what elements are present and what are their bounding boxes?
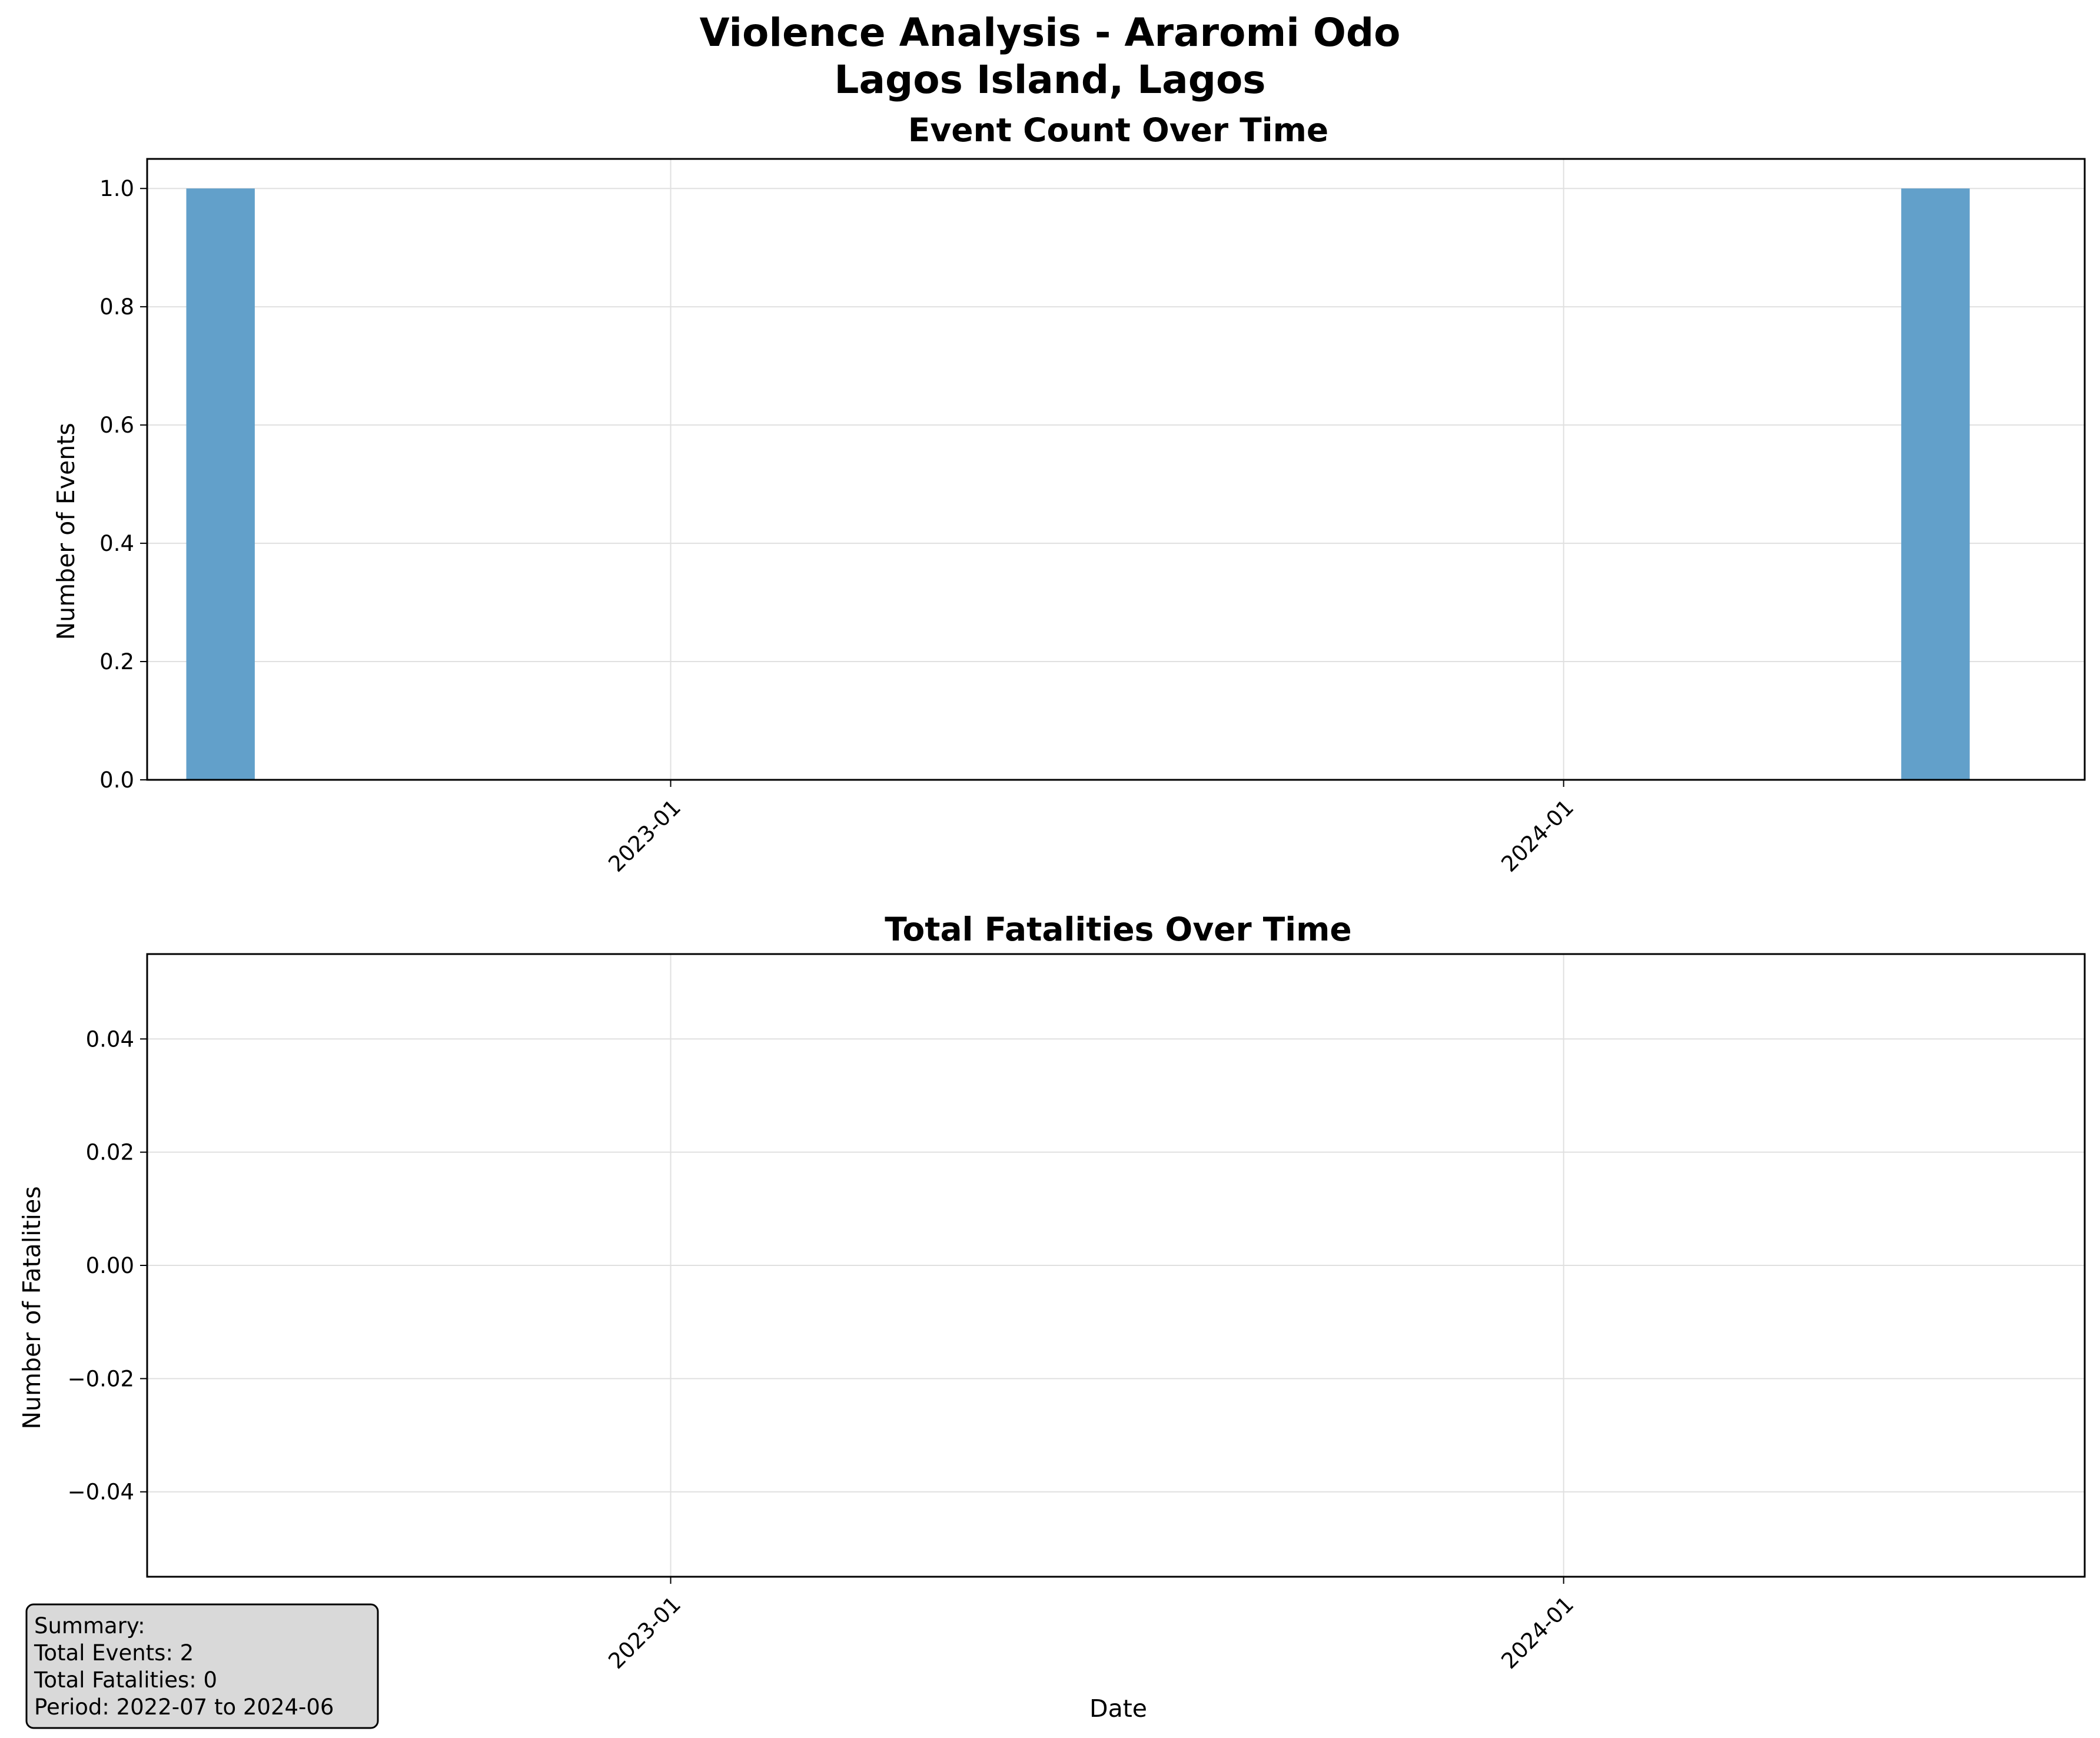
event-count-chart: Event Count Over Time Number of Events 0… bbox=[52, 111, 2086, 877]
fatalities-y-tick-label: 0.00 bbox=[86, 1253, 134, 1278]
event-count-y-tick-label: 0.0 bbox=[99, 767, 134, 793]
event-count-bar bbox=[1901, 188, 1970, 780]
event-count-x-tick-label: 2024-01 bbox=[1497, 795, 1579, 877]
fatalities-x-tick-label: 2024-01 bbox=[1497, 1591, 1579, 1674]
fatalities-chart-title: Total Fatalities Over Time bbox=[885, 910, 1351, 948]
summary-box-background bbox=[25, 1603, 379, 1729]
fatalities-y-tick-label: 0.04 bbox=[86, 1026, 134, 1052]
summary-total-events: Total Events: 2 bbox=[34, 1640, 194, 1666]
event-count-y-tick-label: 1.0 bbox=[99, 176, 134, 201]
fatalities-chart: Total Fatalities Over Time Number of Fat… bbox=[18, 910, 2086, 1723]
event-count-plot-frame bbox=[146, 158, 2086, 781]
event-count-x-tick-label: 2023-01 bbox=[603, 795, 686, 877]
fatalities-x-label: Date bbox=[1089, 1694, 1147, 1723]
event-count-y-tick-label: 0.8 bbox=[99, 294, 134, 320]
summary-period: Period: 2022-07 to 2024-06 bbox=[34, 1694, 334, 1720]
event-count-y-tick-label: 0.4 bbox=[99, 531, 134, 556]
figure-title-line2: Lagos Island, Lagos bbox=[834, 57, 1265, 102]
event-count-y-tick-label: 0.2 bbox=[99, 649, 134, 674]
event-count-bar bbox=[186, 188, 255, 780]
fatalities-y-tick-label: 0.02 bbox=[86, 1140, 134, 1165]
summary-total-fatalities: Total Fatalities: 0 bbox=[34, 1667, 217, 1693]
event-count-y-label: Number of Events bbox=[52, 423, 80, 640]
fatalities-y-tick-label: −0.02 bbox=[68, 1366, 134, 1391]
summary-box: Summary: Total Events: 2 Total Fatalitie… bbox=[25, 1603, 379, 1729]
fatalities-plot-frame bbox=[146, 953, 2086, 1578]
figure-title-line1: Violence Analysis - Araromi Odo bbox=[699, 10, 1400, 55]
event-count-y-tick-label: 0.6 bbox=[99, 413, 134, 438]
fatalities-x-tick-label: 2023-01 bbox=[603, 1591, 686, 1674]
fatalities-y-label: Number of Fatalities bbox=[18, 1186, 46, 1429]
event-count-chart-title: Event Count Over Time bbox=[908, 111, 1328, 149]
fatalities-y-tick-label: −0.04 bbox=[68, 1480, 134, 1505]
summary-heading: Summary: bbox=[34, 1613, 145, 1639]
